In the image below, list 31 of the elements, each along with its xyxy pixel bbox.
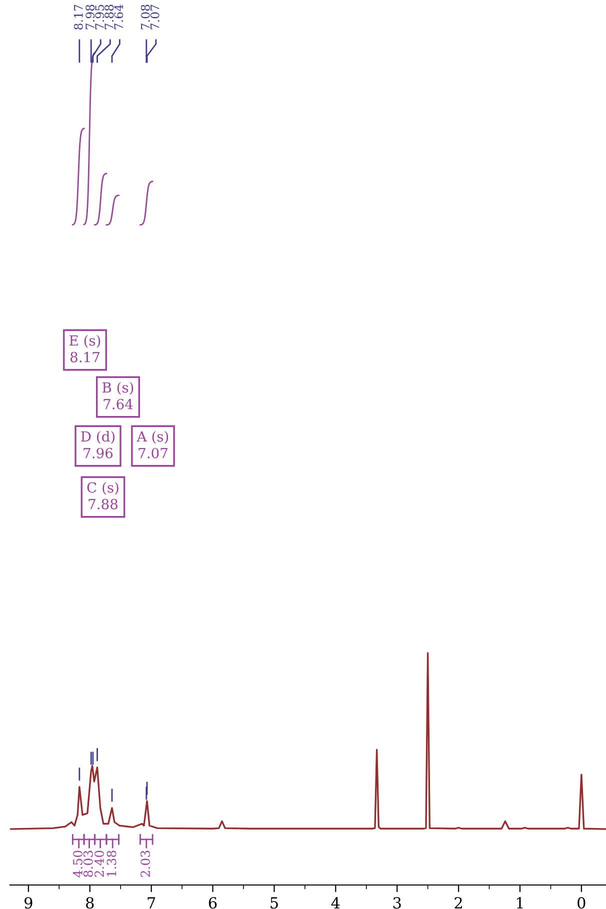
text: 7.07 (150, 4, 160, 30)
text: 7.08 (140, 4, 150, 30)
text: 7.88 (104, 4, 114, 30)
text: B (s) (102, 382, 134, 395)
text: A (s) (136, 430, 168, 444)
text: 7.98 (86, 4, 95, 30)
annotation: 4.50 (72, 850, 82, 878)
text: E (s) (70, 334, 100, 348)
x-tick-label: 3 (393, 897, 401, 909)
text: D (d) 7.96 (81, 430, 115, 458)
text: C (s) (87, 482, 118, 495)
x-tick-label: 8 (86, 897, 94, 909)
x-tick-label: 7 (148, 897, 156, 908)
text: 7.07 (138, 448, 168, 458)
annotation: 2.03 (140, 850, 150, 877)
annotation: 8.03 (83, 850, 93, 877)
annotation: 1.38 (106, 850, 116, 876)
x-tick-label: 0 (578, 897, 586, 909)
annotation: 2.40 (94, 850, 104, 877)
x-tick-label: 5 (270, 897, 278, 909)
text: 7.64 (114, 4, 124, 30)
text: 7.88 (88, 498, 118, 510)
text: 7.95 (95, 4, 104, 30)
x-tick-label: 9 (24, 897, 32, 909)
x-tick-label: 1 (516, 897, 523, 908)
x-tick-label: 6 (208, 897, 217, 909)
text: 8.17 (74, 4, 83, 30)
x-tick-label: 4 (331, 897, 340, 908)
x-tick-label: 2 (454, 897, 462, 908)
text: 7.64 (104, 398, 133, 410)
text: 8.17 (70, 352, 100, 362)
